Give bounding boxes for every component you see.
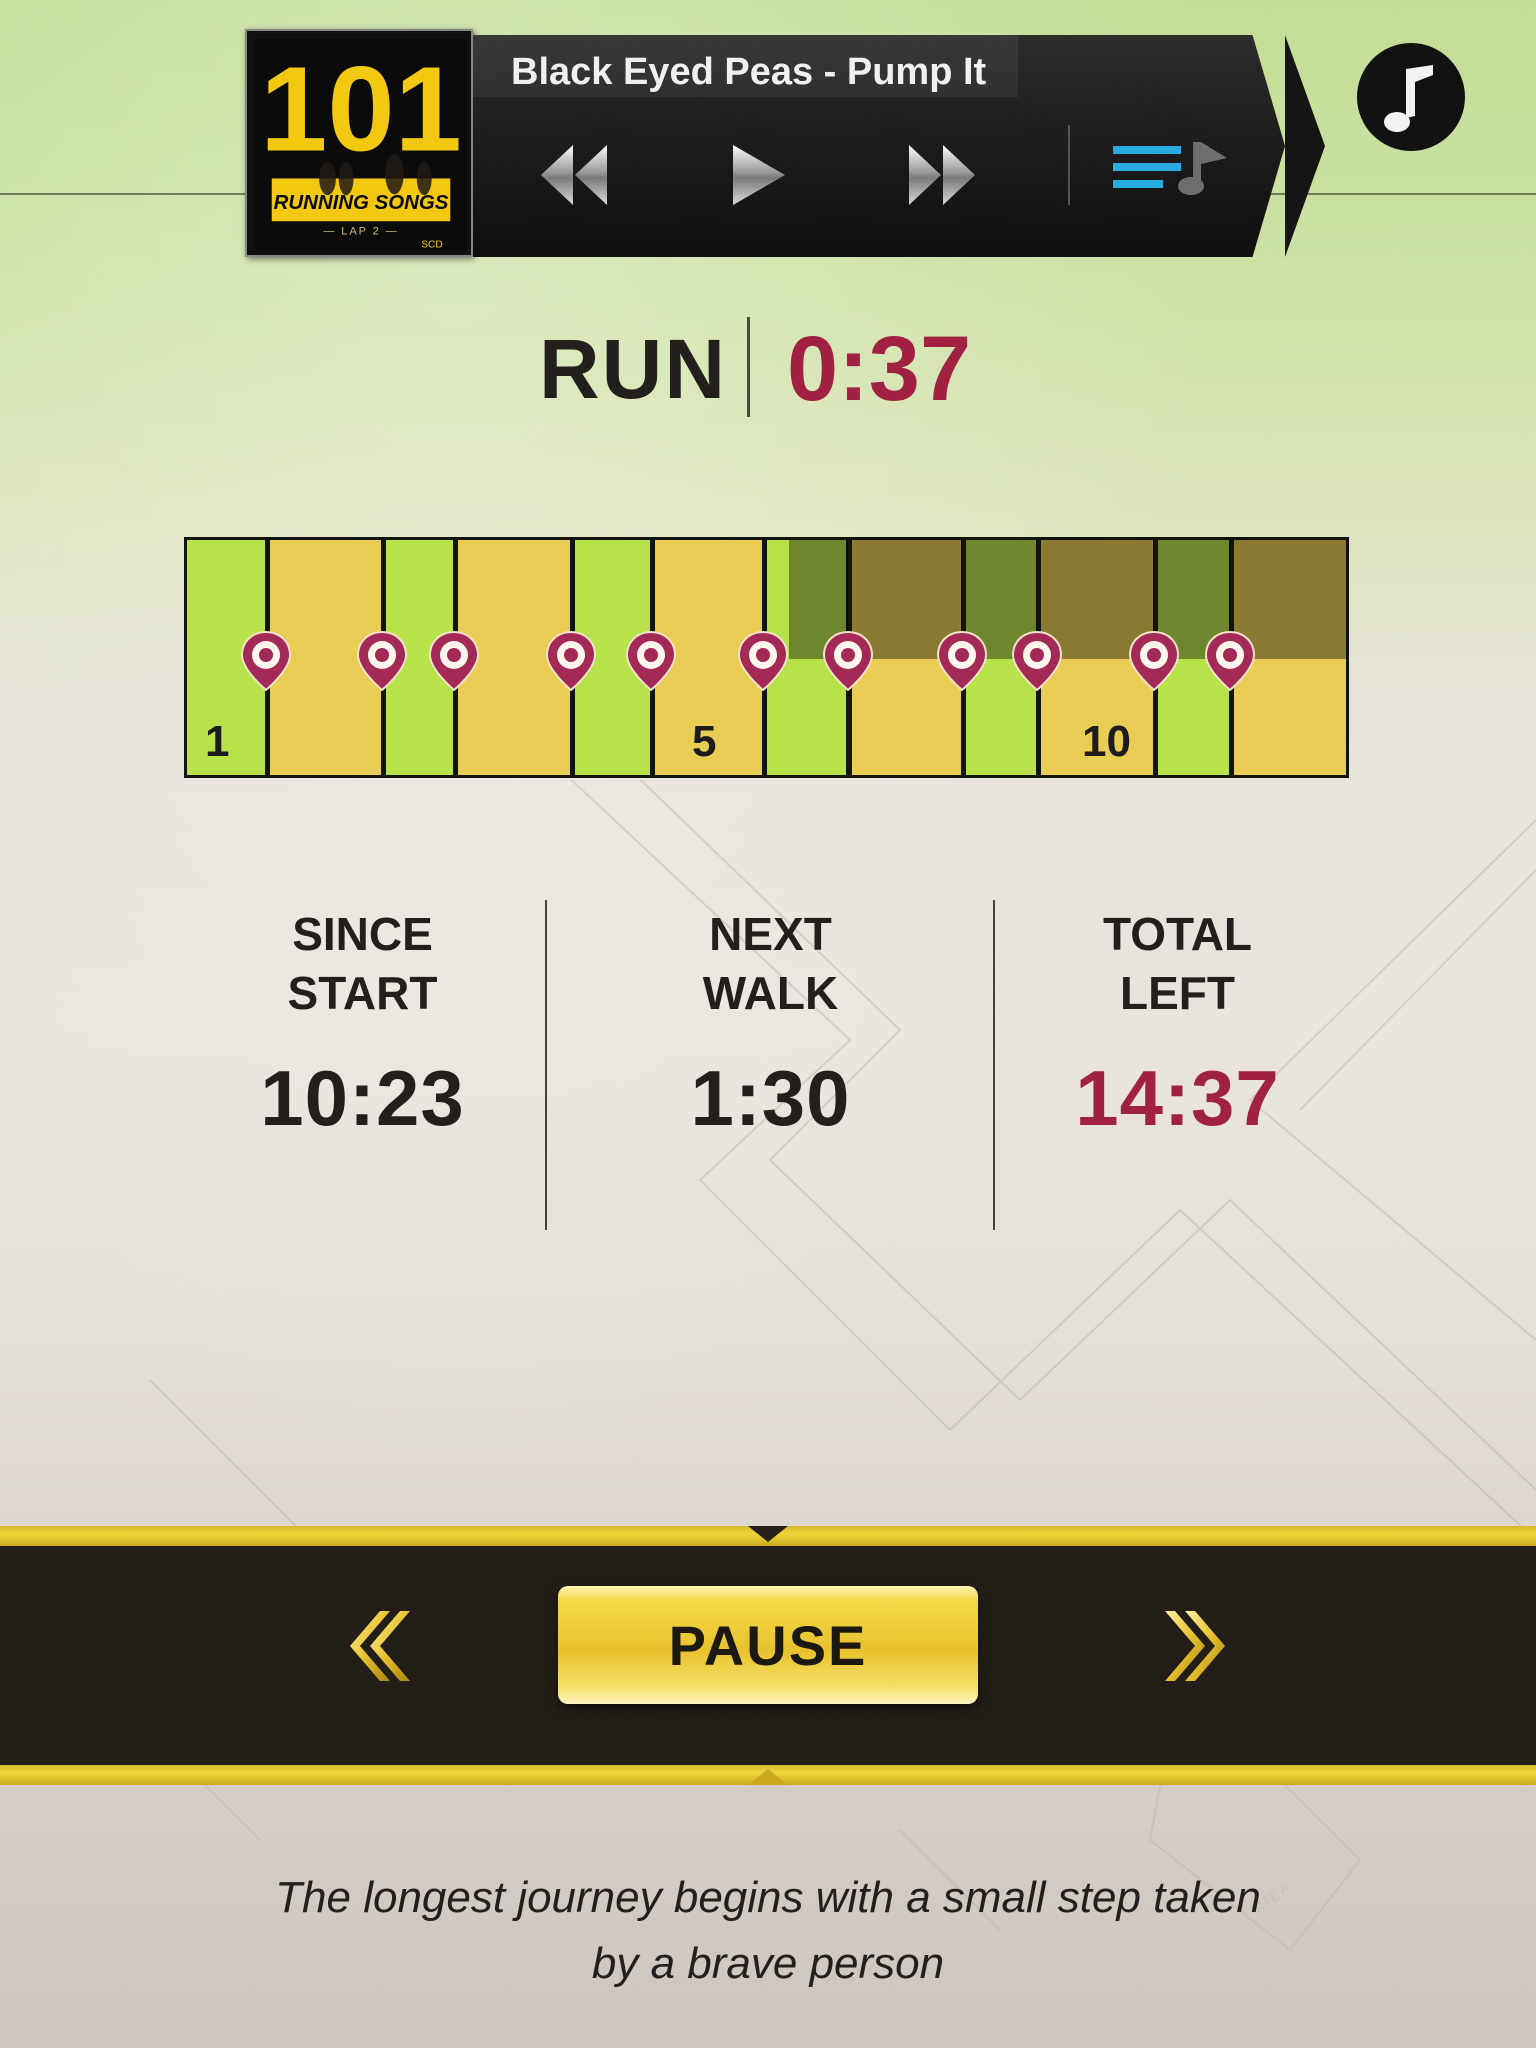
- svg-text:— LAP 2 —: — LAP 2 —: [323, 225, 398, 237]
- svg-text:SCD: SCD: [421, 239, 443, 250]
- svg-text:101: 101: [260, 42, 462, 177]
